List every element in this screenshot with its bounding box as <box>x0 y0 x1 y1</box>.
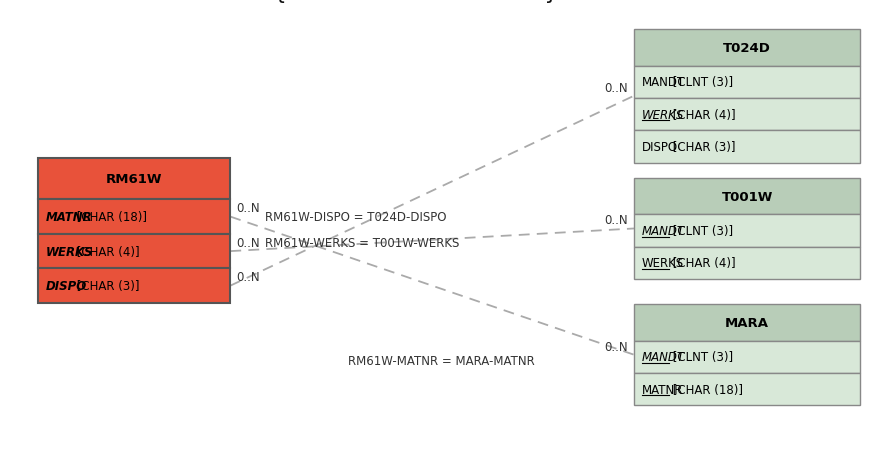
Text: [CLNT (3)]: [CLNT (3)] <box>669 351 733 364</box>
Text: 0..N: 0..N <box>236 237 260 249</box>
Text: MANDT: MANDT <box>642 225 685 238</box>
Text: [CLNT (3)]: [CLNT (3)] <box>669 225 733 238</box>
Bar <box>634 178 860 215</box>
Text: 0..N: 0..N <box>605 340 628 353</box>
Text: 0..N: 0..N <box>605 81 628 94</box>
Text: [CHAR (18)]: [CHAR (18)] <box>73 211 148 224</box>
Text: RM61W-DISPO = T024D-DISPO: RM61W-DISPO = T024D-DISPO <box>265 211 446 224</box>
Text: 0..N: 0..N <box>236 202 260 215</box>
Text: 0..N: 0..N <box>605 214 628 227</box>
Text: [CHAR (3)]: [CHAR (3)] <box>73 279 140 293</box>
Text: WERKS: WERKS <box>642 109 684 121</box>
Bar <box>634 30 860 67</box>
Bar <box>634 248 860 279</box>
Text: T001W: T001W <box>721 190 773 203</box>
Text: T024D: T024D <box>723 41 771 55</box>
Bar <box>38 269 231 303</box>
Text: RM61W-WERKS = T001W-WERKS: RM61W-WERKS = T001W-WERKS <box>265 237 459 249</box>
Bar <box>634 304 860 341</box>
Text: [CHAR (3)]: [CHAR (3)] <box>669 141 735 154</box>
Text: 0..N: 0..N <box>236 271 260 284</box>
Text: MANDT: MANDT <box>642 76 685 89</box>
Text: [CHAR (4)]: [CHAR (4)] <box>669 257 735 270</box>
Text: DISPO: DISPO <box>642 141 678 154</box>
Bar <box>634 131 860 163</box>
Text: SAP ABAP table RM61W {Screen table for forecast}: SAP ABAP table RM61W {Screen table for f… <box>19 0 557 3</box>
Text: RM61W-MATNR = MARA-MATNR: RM61W-MATNR = MARA-MATNR <box>348 354 535 367</box>
Text: MATNR: MATNR <box>642 383 683 396</box>
Text: MATNR: MATNR <box>46 211 93 224</box>
Text: [CHAR (4)]: [CHAR (4)] <box>669 109 735 121</box>
Text: DISPO: DISPO <box>46 279 88 293</box>
Text: [CHAR (4)]: [CHAR (4)] <box>73 245 140 258</box>
Bar <box>38 234 231 269</box>
Bar <box>634 215 860 248</box>
Bar <box>634 373 860 406</box>
Text: [CLNT (3)]: [CLNT (3)] <box>669 76 733 89</box>
Text: WERKS: WERKS <box>46 245 94 258</box>
Bar <box>38 159 231 200</box>
Text: MANDT: MANDT <box>642 351 685 364</box>
Bar <box>634 99 860 131</box>
Text: WERKS: WERKS <box>642 257 684 270</box>
Text: MARA: MARA <box>725 316 769 329</box>
Bar <box>634 67 860 99</box>
Bar <box>634 341 860 373</box>
Text: RM61W: RM61W <box>106 173 163 186</box>
Text: [CHAR (18)]: [CHAR (18)] <box>669 383 743 396</box>
Bar <box>38 200 231 234</box>
